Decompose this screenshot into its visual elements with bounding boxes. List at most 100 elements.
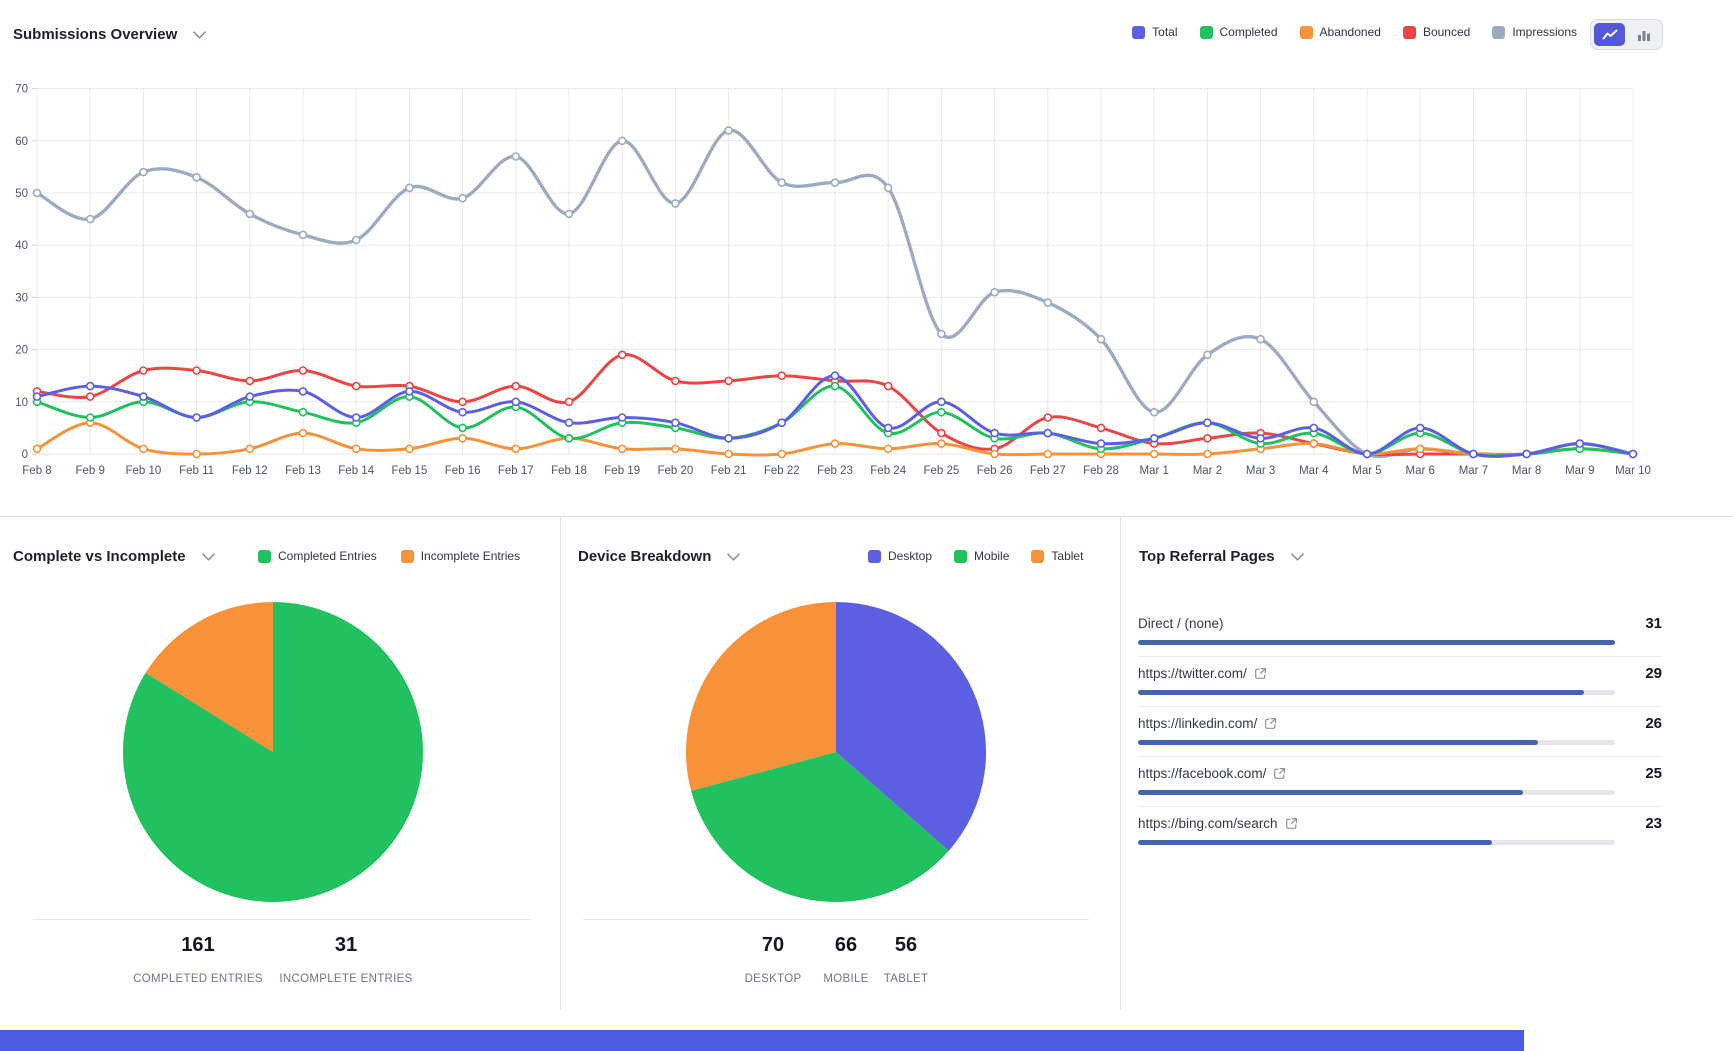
chevron-down-icon[interactable]: [727, 548, 741, 566]
footer-accent-bar: [0, 1030, 1524, 1051]
impressions-swatch: [1492, 25, 1506, 39]
line-chart-toggle-button[interactable]: [1594, 23, 1625, 46]
legend-item-mobile[interactable]: Mobile: [954, 549, 1009, 563]
y-axis-label: 0: [22, 449, 28, 461]
referral-rows: Direct / (none) 31 https://twitter.com/ 29…: [1138, 607, 1662, 856]
x-axis-label: Mar 1: [1139, 465, 1168, 477]
device-legend: Desktop Mobile Tablet: [868, 549, 1083, 563]
pie-slice-tablet: [685, 602, 836, 791]
device-section-header: Device Breakdown: [578, 546, 741, 566]
x-axis-label: Feb 21: [711, 465, 747, 477]
referral-bar-fill: [1138, 790, 1523, 795]
series-impressions-markers: [32, 126, 1638, 459]
x-axis-label: Feb 27: [1030, 465, 1066, 477]
referral-bar-fill: [1138, 740, 1538, 745]
legend-label: Tablet: [1051, 549, 1084, 563]
stat-value: 56: [894, 934, 918, 956]
x-axis-label: Mar 7: [1459, 465, 1488, 477]
stat-value: 31: [334, 934, 358, 956]
completion-pie-chart: [122, 602, 423, 902]
legend-label: Impressions: [1512, 25, 1577, 39]
pie-slice-completed-entries: [122, 602, 423, 902]
device-section-title: Device Breakdown: [578, 547, 712, 565]
x-axis-label: Feb 22: [764, 465, 800, 477]
complete-legend: Completed Entries Incomplete Entries: [258, 549, 520, 563]
external-link-icon[interactable]: [1273, 767, 1286, 780]
grid-lines: [32, 88, 1634, 455]
chevron-down-icon[interactable]: [193, 26, 207, 44]
legend-label: Abandoned: [1319, 25, 1381, 39]
tablet-swatch: [1031, 549, 1045, 563]
legend-label: Completed Entries: [278, 549, 377, 563]
referral-row: https://twitter.com/ 29: [1138, 657, 1662, 707]
chevron-down-icon[interactable]: [201, 548, 215, 566]
x-axis-label: Feb 18: [551, 465, 587, 477]
section-divider: [0, 516, 1733, 517]
referral-link[interactable]: https://twitter.com/: [1138, 666, 1267, 681]
x-axis-label: Feb 19: [604, 465, 640, 477]
referral-bar-track: [1138, 640, 1615, 645]
series-total-markers: [32, 371, 1638, 459]
stat-completed-entries: 161 COMPLETED ENTRIES: [133, 934, 263, 985]
external-link-icon[interactable]: [1285, 817, 1298, 830]
vertical-divider-1: [560, 517, 561, 1010]
legend-item-bounced[interactable]: Bounced: [1402, 25, 1471, 39]
referral-bar-track: [1138, 790, 1615, 795]
referral-count: 23: [1645, 815, 1662, 832]
stat-label: TABLET: [883, 973, 929, 985]
pie-slice-desktop: [836, 602, 987, 851]
completed-swatch: [1199, 25, 1213, 39]
x-axis-label: Feb 13: [285, 465, 321, 477]
legend-item-desktop[interactable]: Desktop: [868, 549, 932, 563]
external-link-icon[interactable]: [1254, 667, 1267, 680]
incomplete-entries-swatch: [400, 549, 414, 563]
y-axis-label: 70: [15, 84, 28, 96]
referral-bar-track: [1138, 690, 1615, 695]
referral-section-header: Top Referral Pages: [1139, 546, 1304, 566]
x-axis-label: Feb 11: [179, 465, 214, 477]
referral-count: 25: [1645, 765, 1662, 782]
bar-chart-icon: [1637, 30, 1650, 41]
legend-item-impressions[interactable]: Impressions: [1492, 25, 1577, 39]
referral-link[interactable]: https://facebook.com/: [1138, 766, 1286, 781]
stat-label: DESKTOP: [744, 973, 802, 985]
x-axis-label: Feb 10: [125, 465, 161, 477]
device-pie-chart: [685, 602, 987, 903]
legend-item-abandoned[interactable]: Abandoned: [1299, 25, 1381, 39]
external-link-icon[interactable]: [1264, 717, 1277, 730]
referral-bar-fill: [1138, 690, 1584, 695]
x-axis-label: Feb 12: [232, 465, 268, 477]
stat-mobile: 66 MOBILE: [823, 934, 868, 985]
stat-tablet: 56 TABLET: [884, 934, 928, 985]
chevron-down-icon[interactable]: [1290, 548, 1304, 566]
y-axis-label: 30: [15, 292, 28, 304]
x-axis-label: Mar 4: [1299, 465, 1329, 477]
complete-section-header: Complete vs Incomplete: [13, 546, 215, 566]
legend-item-completed[interactable]: Completed: [1199, 25, 1278, 39]
x-axis-label: Feb 26: [977, 465, 1013, 477]
total-swatch: [1132, 25, 1146, 39]
referral-link[interactable]: https://linkedin.com/: [1138, 716, 1277, 731]
x-axis-label: Feb 15: [391, 465, 427, 477]
referral-row: https://facebook.com/ 25: [1138, 757, 1662, 807]
bar-chart-toggle-button[interactable]: [1628, 23, 1659, 46]
legend-item-incomplete-entries[interactable]: Incomplete Entries: [400, 549, 520, 563]
legend-label: Bounced: [1422, 25, 1471, 39]
x-axis-label: Mar 10: [1615, 465, 1651, 477]
stat-incomplete-entries: 31 INCOMPLETE ENTRIES: [279, 934, 412, 985]
referral-row: https://linkedin.com/ 26: [1138, 707, 1662, 757]
referral-link[interactable]: https://bing.com/search: [1138, 816, 1298, 831]
y-axis-label: 60: [15, 136, 28, 148]
x-axis-label: Feb 16: [445, 465, 481, 477]
legend-item-total[interactable]: Total: [1132, 25, 1178, 39]
stat-desktop: 70 DESKTOP: [745, 934, 802, 985]
bounced-swatch: [1402, 25, 1416, 39]
legend-item-completed-entries[interactable]: Completed Entries: [258, 549, 377, 563]
legend-label: Total: [1152, 25, 1178, 39]
stats-divider: [583, 919, 1089, 920]
legend-item-tablet[interactable]: Tablet: [1031, 549, 1083, 563]
mobile-swatch: [954, 549, 968, 563]
referral-bar-fill: [1138, 840, 1492, 845]
referral-bar-fill: [1138, 640, 1615, 645]
stat-value: 70: [761, 934, 785, 956]
